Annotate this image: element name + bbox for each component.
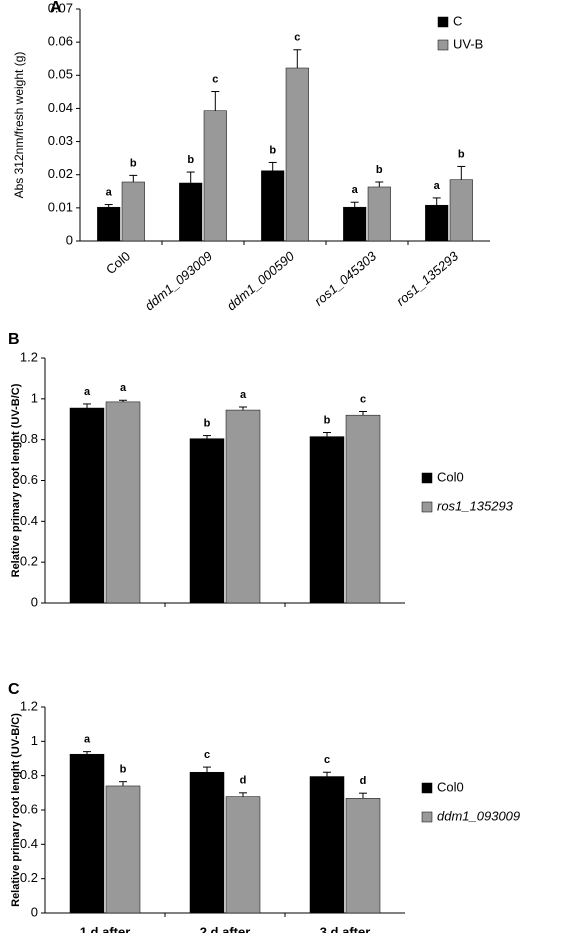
panel-label: B xyxy=(8,331,20,348)
significance-letter: c xyxy=(294,32,300,44)
bar xyxy=(179,182,203,242)
x-tick-label: ddm1_000590 xyxy=(224,248,298,313)
bar xyxy=(105,785,141,914)
bar xyxy=(189,771,225,914)
legend-label: UV-B xyxy=(453,36,483,51)
significance-letter: c xyxy=(204,749,210,761)
y-axis-label: Abs 312nm/fresh weight (g) xyxy=(12,52,26,199)
y-tick-label: 0.06 xyxy=(48,34,73,49)
bar xyxy=(121,181,145,242)
bar xyxy=(203,110,227,242)
y-tick-label: 1 xyxy=(31,733,38,748)
y-tick-label: 0.2 xyxy=(20,870,38,885)
x-tick-label: 3 d after xyxy=(320,924,371,933)
y-tick-label: 1.2 xyxy=(20,349,38,364)
y-tick-label: 0.6 xyxy=(20,472,38,487)
y-tick-label: 0.4 xyxy=(20,513,38,528)
significance-letter: c xyxy=(360,393,366,405)
bar xyxy=(285,67,309,242)
panel-label: C xyxy=(8,681,20,698)
legend-swatch xyxy=(421,472,433,484)
y-tick-label: 0.07 xyxy=(48,0,73,15)
significance-letter: b xyxy=(269,144,276,156)
y-tick-label: 1.2 xyxy=(20,698,38,713)
significance-letter: b xyxy=(187,154,194,166)
significance-letter: a xyxy=(106,186,113,198)
y-tick-label: 0.2 xyxy=(20,554,38,569)
y-tick-label: 0.04 xyxy=(48,100,73,115)
bar xyxy=(189,438,225,604)
bar xyxy=(345,414,381,604)
y-tick-label: 0 xyxy=(66,232,73,247)
bar xyxy=(343,206,367,242)
significance-letter: d xyxy=(240,775,247,787)
legend-swatch xyxy=(421,782,433,794)
legend-swatch xyxy=(437,16,449,28)
x-tick-label: 1 d after xyxy=(80,924,131,933)
y-tick-label: 0.05 xyxy=(48,67,73,82)
legend-label: Col0 xyxy=(437,779,464,794)
bar xyxy=(97,206,121,242)
significance-letter: a xyxy=(84,386,91,398)
significance-letter: b xyxy=(204,417,211,429)
panel-label: A xyxy=(50,0,62,16)
legend-label: ros1_135293 xyxy=(437,498,514,513)
x-tick-label: ddm1_093009 xyxy=(142,248,215,313)
bar xyxy=(345,798,381,914)
bar xyxy=(105,401,141,604)
significance-letter: a xyxy=(352,184,359,196)
significance-letter: b xyxy=(376,164,383,176)
significance-letter: c xyxy=(212,73,218,85)
y-tick-label: 0.02 xyxy=(48,166,73,181)
significance-letter: a xyxy=(120,382,127,394)
bar xyxy=(225,796,261,914)
legend-label: C xyxy=(453,13,462,28)
bar xyxy=(69,753,105,914)
bar xyxy=(309,776,345,914)
significance-letter: a xyxy=(84,734,91,746)
x-tick-label: Col0 xyxy=(103,248,133,277)
y-tick-label: 0.8 xyxy=(20,767,38,782)
y-tick-label: 0.8 xyxy=(20,431,38,446)
y-tick-label: 0.6 xyxy=(20,801,38,816)
legend-label: Col0 xyxy=(437,469,464,484)
legend-swatch xyxy=(421,811,433,823)
bar xyxy=(367,186,391,242)
significance-letter: b xyxy=(458,148,465,160)
y-axis-label: Relative primary root lenght (UV-B/C) xyxy=(10,383,22,577)
legend-label: ddm1_093009 xyxy=(437,808,520,823)
bar xyxy=(69,407,105,604)
bar xyxy=(261,170,285,242)
legend-swatch xyxy=(421,501,433,513)
significance-letter: b xyxy=(130,157,137,169)
y-tick-label: 0 xyxy=(31,594,38,609)
y-tick-label: 0.4 xyxy=(20,836,38,851)
bar xyxy=(449,179,473,242)
y-axis-label: Relative primary root lenght (UV-B/C) xyxy=(10,713,22,907)
x-tick-label: ros1_135293 xyxy=(393,248,461,309)
significance-letter: c xyxy=(324,754,330,766)
bar xyxy=(225,409,261,604)
significance-letter: a xyxy=(240,389,247,401)
x-tick-label: 2 d after xyxy=(200,924,251,933)
bar xyxy=(309,436,345,604)
x-tick-label: ros1_045303 xyxy=(311,248,379,309)
legend-swatch xyxy=(437,39,449,51)
significance-letter: a xyxy=(434,180,441,192)
y-tick-label: 0.01 xyxy=(48,199,73,214)
significance-letter: b xyxy=(120,764,127,776)
bar xyxy=(425,204,449,242)
significance-letter: b xyxy=(324,414,331,426)
y-tick-label: 1 xyxy=(31,390,38,405)
y-tick-label: 0 xyxy=(31,904,38,919)
y-tick-label: 0.03 xyxy=(48,133,73,148)
significance-letter: d xyxy=(360,775,367,787)
